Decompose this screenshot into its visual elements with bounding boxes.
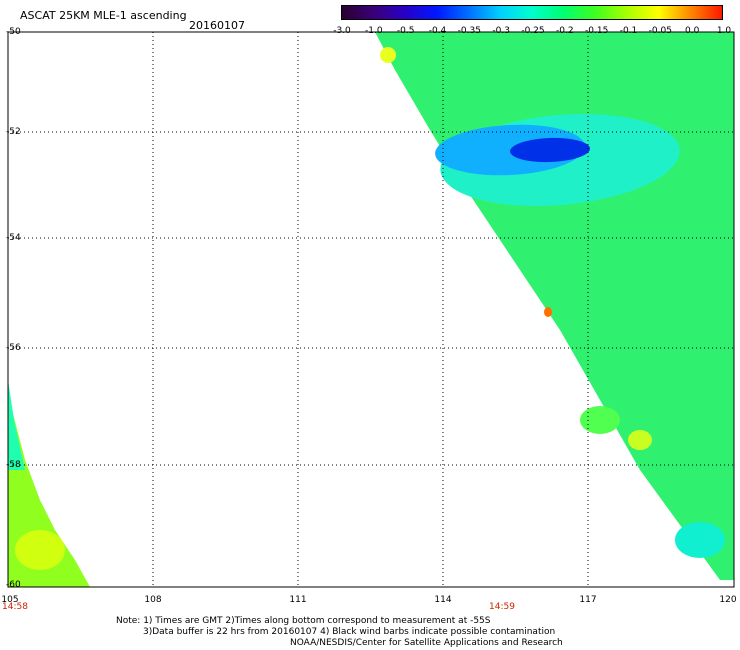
- lat-label: -60: [6, 580, 21, 590]
- color-scale-tick: -0.05: [648, 26, 672, 36]
- note-line: Note: 1) Times are GMT 2)Times along bot…: [116, 616, 491, 626]
- color-scale-tick: -1.0: [365, 26, 383, 36]
- data-swaths: [8, 32, 734, 587]
- lon-label: 108: [144, 595, 162, 605]
- map-frame: [7, 31, 735, 588]
- color-scale-tick: -0.3: [492, 26, 510, 36]
- lon-label: 105: [1, 595, 19, 605]
- color-scale-tick: 0.0: [684, 26, 700, 36]
- cyan-patch: [675, 522, 725, 558]
- product-date: 20160107: [189, 19, 245, 32]
- green-patch: [580, 406, 620, 434]
- yellow-patch: [628, 430, 652, 450]
- lat-label: -54: [6, 233, 21, 243]
- swath-left-yellow: [15, 530, 65, 570]
- color-scale-labels: -3.0 -1.0 -0.5 -0.4 -0.35 -0.3 -0.25 -0.2 -0.15-…: [330, 26, 735, 36]
- color-scale-bar: [341, 5, 723, 20]
- swath-main: [375, 32, 734, 580]
- lat-label: -58: [6, 460, 21, 470]
- lon-label: 120: [719, 595, 737, 605]
- color-scale-tick: -0.5: [396, 26, 415, 36]
- time-label: 14:58: [2, 602, 28, 612]
- gridlines: [8, 32, 734, 587]
- time-label: 14:59: [489, 602, 515, 612]
- lon-label: 117: [579, 595, 597, 605]
- note-line: 3)Data buffer is 22 hrs from 20160107 4)…: [143, 627, 556, 637]
- lat-label: -52: [6, 127, 21, 137]
- color-scale-tick: -0.25: [521, 26, 545, 36]
- color-scale-tick: -0.15: [585, 26, 609, 36]
- color-scale-tick: 1.0: [716, 26, 732, 36]
- swath-left-cyan: [8, 380, 25, 470]
- lon-label: 111: [289, 595, 307, 605]
- color-scale-tick: -0.35: [457, 26, 481, 36]
- orange-pixel: [544, 307, 552, 317]
- lat-label: -56: [6, 343, 21, 353]
- color-scale-tick: -0.4: [428, 26, 447, 36]
- lat-label: -50: [6, 27, 21, 37]
- note-line: NOAA/NESDIS/Center for Satellite Applica…: [290, 638, 563, 648]
- product-title: ASCAT 25KM MLE-1 ascending: [20, 9, 187, 22]
- blue-band: [435, 124, 585, 176]
- color-scale-tick: -0.2: [556, 26, 574, 36]
- lon-label: 114: [434, 595, 452, 605]
- yellow-corner: [380, 47, 396, 63]
- color-scale-tick: -0.1: [619, 26, 638, 36]
- color-scale-tick: -3.0: [333, 26, 351, 36]
- deep-blue-core: [510, 137, 590, 163]
